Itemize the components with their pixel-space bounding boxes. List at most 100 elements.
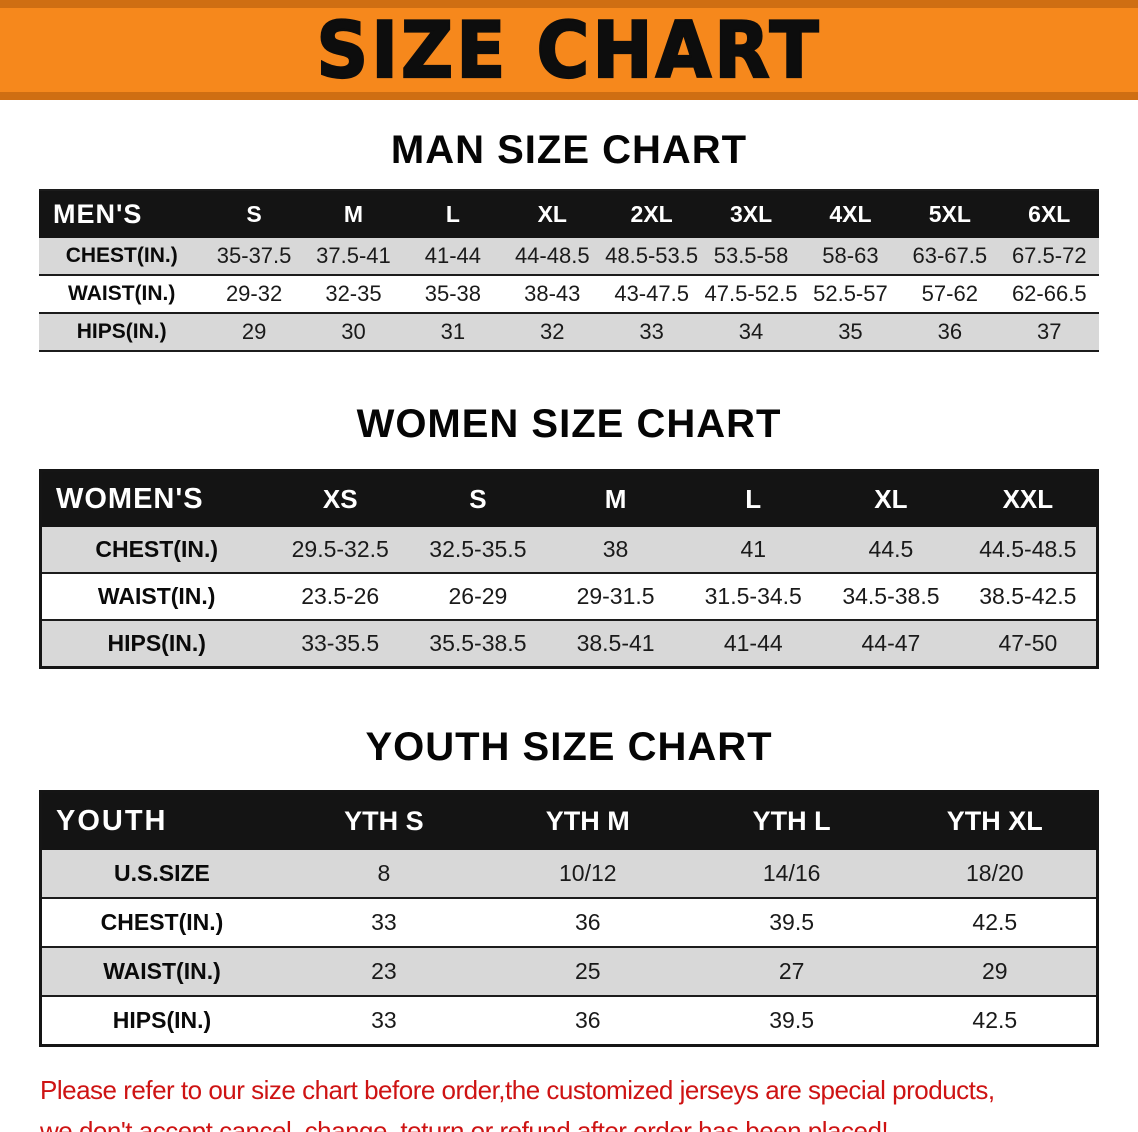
- size-column-header: 6XL: [999, 190, 1099, 238]
- size-column-header: XS: [271, 470, 410, 527]
- measurement-value: 43-47.5: [614, 281, 689, 306]
- size-column-header: XXL: [959, 470, 1098, 527]
- measurement-value: 33: [371, 1007, 397, 1033]
- measurement-label: WAIST(IN.): [68, 282, 176, 305]
- measurement-value: 33: [371, 909, 397, 935]
- measurement-label: CHEST(IN.): [95, 536, 219, 562]
- women-section: WOMEN SIZE CHART WOMEN'S XS S M L XL XXL CHEST(…: [0, 402, 1138, 669]
- size-column-header: YTH S: [281, 791, 486, 850]
- measurement-value: 32-35: [325, 281, 382, 306]
- size-column-header: 3XL: [701, 190, 801, 238]
- measurement-value: 29-31.5: [576, 583, 655, 609]
- size-column-header: XL: [822, 470, 960, 527]
- measurement-value: 35-38: [424, 281, 481, 306]
- size-header-row: YOUTH YTH S YTH M YTH L YTH XL: [40, 791, 1098, 850]
- men-section: MAN SIZE CHART MEN'S S M L XL 2XL 3XL 4XL 5XL 6XL…: [0, 128, 1138, 352]
- measurement-value: 47.5-52.5: [704, 281, 798, 306]
- youth-section: YOUTH SIZE CHART YOUTH YTH S YTH M YTH L YTH…: [0, 725, 1138, 1047]
- measurement-value: 34.5-38.5: [842, 583, 940, 609]
- measurement-value: 35-37.5: [216, 243, 292, 268]
- size-header-row: WOMEN'S XS S M L XL XXL: [40, 470, 1098, 527]
- size-column-header: XL: [502, 190, 602, 238]
- measurement-value: 38: [602, 536, 629, 562]
- size-column-header: YTH L: [689, 791, 894, 850]
- measurement-row: WAIST(IN.) 29-32 32-35 35-38 38-43 43-47.5 47.…: [39, 275, 1099, 313]
- measurement-row: CHEST(IN.) 33 36 39.5 42.5: [40, 898, 1098, 947]
- measurement-value: 27: [778, 958, 805, 984]
- measurement-value: 53.5-58: [713, 243, 789, 268]
- measurement-value: 31.5-34.5: [704, 583, 802, 609]
- measurement-value: 18/20: [966, 860, 1024, 886]
- measurement-label: WAIST(IN.): [97, 583, 216, 609]
- youth-heading: YOUTH SIZE CHART: [365, 725, 773, 769]
- size-column-header: M: [303, 190, 404, 238]
- measurement-value: 31: [440, 319, 466, 344]
- measurement-value: 39.5: [769, 909, 815, 935]
- measurement-value: 34: [738, 319, 764, 344]
- table-title-cell: WOMEN'S: [40, 470, 272, 527]
- size-column-header: 5XL: [900, 190, 1000, 238]
- measurement-value: 25: [574, 958, 601, 984]
- measurement-value: 44.5-48.5: [979, 536, 1077, 562]
- disclaimer: Please refer to our size chart before or…: [40, 1075, 1138, 1132]
- measurement-value: 63-67.5: [912, 243, 988, 268]
- size-column-header: 4XL: [800, 190, 901, 238]
- measurement-value: 41-44: [424, 243, 481, 268]
- measurement-label: HIPS(IN.): [107, 630, 206, 656]
- measurement-label: CHEST(IN.): [100, 909, 224, 935]
- measurement-value: 47-50: [998, 630, 1058, 656]
- measurement-label: CHEST(IN.): [65, 244, 178, 267]
- measurement-value: 38-43: [524, 281, 581, 306]
- measurement-row: CHEST(IN.) 29.5-32.5 32.5-35.5 38 41 44.5 44.5…: [40, 527, 1098, 573]
- measurement-value: 41-44: [723, 630, 783, 656]
- measurement-row: U.S.SIZE 8 10/12 14/16 18/20: [40, 850, 1098, 898]
- size-header-row: MEN'S S M L XL 2XL 3XL 4XL 5XL 6XL: [39, 190, 1099, 238]
- youth-size-table: YOUTH YTH S YTH M YTH L YTH XL U.S.SIZE 8 10/12…: [39, 790, 1099, 1047]
- page-title: SIZE CHART: [315, 4, 822, 96]
- measurement-value: 35.5-38.5: [429, 630, 527, 656]
- measurement-value: 37.5-41: [316, 243, 391, 268]
- measurement-value: 41: [740, 536, 767, 562]
- measurement-value: 37: [1037, 319, 1062, 344]
- table-title-cell: MEN'S: [39, 190, 205, 238]
- measurement-value: 38.5-42.5: [979, 583, 1077, 609]
- measurement-value: 62-66.5: [1011, 281, 1087, 306]
- measurement-value: 58-63: [822, 243, 879, 268]
- measurement-value: 36: [574, 909, 601, 935]
- measurement-value: 38.5-41: [576, 630, 655, 656]
- measurement-row: HIPS(IN.) 33-35.5 35.5-38.5 38.5-41 41-44 44-…: [40, 620, 1098, 668]
- measurement-value: 44-48.5: [514, 243, 590, 268]
- measurement-value: 14/16: [762, 860, 821, 886]
- measurement-value: 42.5: [972, 909, 1018, 935]
- measurement-value: 26-29: [448, 583, 508, 609]
- measurement-value: 23: [371, 958, 397, 984]
- measurement-value: 52.5-57: [813, 281, 888, 306]
- size-column-header: M: [546, 470, 685, 527]
- measurement-value: 35: [838, 319, 863, 344]
- measurement-value: 10/12: [559, 860, 617, 886]
- measurement-row: CHEST(IN.) 35-37.5 37.5-41 41-44 44-48.5 48.5…: [39, 238, 1099, 275]
- measurement-value: 33-35.5: [301, 630, 380, 656]
- measurement-value: 29.5-32.5: [291, 536, 389, 562]
- size-column-header: YTH XL: [893, 791, 1098, 850]
- women-heading: WOMEN SIZE CHART: [356, 402, 782, 446]
- measurement-value: 32: [540, 319, 565, 344]
- measurement-value: 42.5: [972, 1007, 1018, 1033]
- measurement-label: HIPS(IN.): [76, 320, 167, 343]
- measurement-value: 57-62: [921, 281, 978, 306]
- measurement-value: 8: [377, 860, 391, 886]
- measurement-value: 44.5: [868, 536, 914, 562]
- size-column-header: S: [204, 190, 304, 238]
- measurement-value: 23.5-26: [301, 583, 380, 609]
- disclaimer-line-2: we don't accept cancel, change, teturn o…: [40, 1116, 889, 1132]
- measurement-row: WAIST(IN.) 23 25 27 29: [40, 947, 1098, 996]
- size-column-header: S: [409, 470, 547, 527]
- measurement-value: 29: [241, 319, 267, 344]
- men-heading: MAN SIZE CHART: [390, 128, 748, 172]
- measurement-value: 36: [574, 1007, 601, 1033]
- measurement-value: 36: [937, 319, 963, 344]
- measurement-value: 30: [341, 319, 366, 344]
- measurement-row: HIPS(IN.) 29 30 31 32 33 34 35 36 37: [39, 313, 1099, 351]
- table-title-cell: YOUTH: [40, 791, 282, 850]
